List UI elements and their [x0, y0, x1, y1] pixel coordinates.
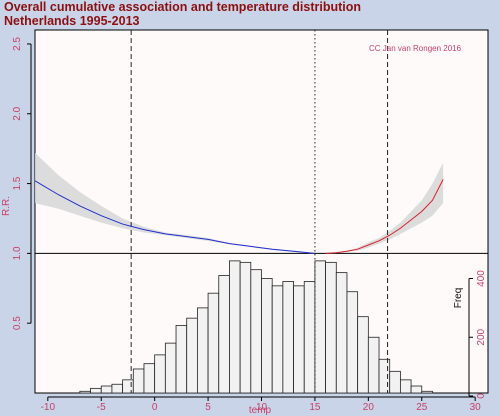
x-tick-label: 30: [470, 402, 482, 413]
histogram-bar: [207, 292, 220, 394]
y-tick-label: 1.5: [12, 176, 23, 190]
credit-text: CC Jan van Rongen 2016: [369, 44, 462, 53]
histogram-bar: [239, 261, 252, 394]
histogram-bar: [293, 285, 305, 394]
x-tick-label: 10: [256, 402, 268, 413]
histogram-bar: [186, 317, 198, 394]
histogram-bar: [314, 260, 327, 394]
confidence-band-heat: [325, 162, 444, 254]
y-tick-label: 2.5: [12, 37, 23, 51]
freq-axis-label: Freq: [453, 288, 464, 309]
histogram-bar: [250, 269, 262, 394]
histogram-bar: [389, 370, 401, 394]
x-tick-label: 15: [309, 402, 321, 413]
histogram-bar: [100, 385, 113, 394]
x-tick-label: 20: [363, 402, 375, 413]
y-tick-label: 2.0: [12, 106, 23, 120]
histogram-bar: [399, 379, 412, 394]
histogram-bar: [410, 385, 423, 394]
histogram-bar: [229, 260, 241, 394]
x-tick-label: 0: [152, 402, 158, 413]
histogram-bar: [271, 285, 284, 394]
histogram-bar: [111, 383, 124, 394]
histogram-bar: [378, 358, 391, 394]
histogram-bar: [346, 291, 359, 394]
histogram-bar: [79, 390, 91, 394]
chart-subtitle: Netherlands 1995-2013: [4, 14, 140, 28]
confidence-band-cold: [35, 152, 315, 254]
histogram-bar: [282, 281, 294, 394]
series-line-cold: [34, 180, 315, 254]
histogram-bar: [357, 316, 369, 394]
chart-title: Overall cumulative association and tempe…: [4, 0, 362, 14]
histogram-bar: [90, 387, 102, 394]
histogram-bar: [175, 325, 188, 394]
freq-tick-label: 0: [476, 393, 487, 399]
x-tick-label: 5: [205, 402, 211, 413]
histogram-bar: [164, 342, 177, 394]
y-tick-label: 0.5: [12, 316, 23, 330]
freq-tick-label: 200: [476, 328, 487, 345]
histogram-bar: [261, 278, 273, 394]
histogram-bar: [367, 336, 380, 394]
histogram-bar: [325, 261, 337, 394]
series-line-heat: [325, 179, 444, 254]
histogram-bar: [154, 354, 166, 394]
histogram-bar: [303, 281, 316, 394]
y-tick-label: 1.0: [12, 246, 23, 260]
histogram-bar: [421, 390, 433, 394]
histogram-bar: [218, 275, 230, 394]
x-tick-label: -5: [97, 402, 106, 413]
histogram-bar: [132, 368, 145, 394]
histogram-bar: [143, 363, 156, 394]
x-axis-label: temp: [249, 405, 272, 416]
histogram-bar: [196, 307, 209, 394]
histogram-bar: [335, 272, 348, 394]
y-axis-label: R.R.: [1, 196, 12, 216]
x-tick-label: 25: [416, 402, 428, 413]
freq-tick-label: 400: [476, 270, 487, 287]
x-tick-label: -10: [41, 402, 56, 413]
histogram-bar: [122, 379, 134, 394]
